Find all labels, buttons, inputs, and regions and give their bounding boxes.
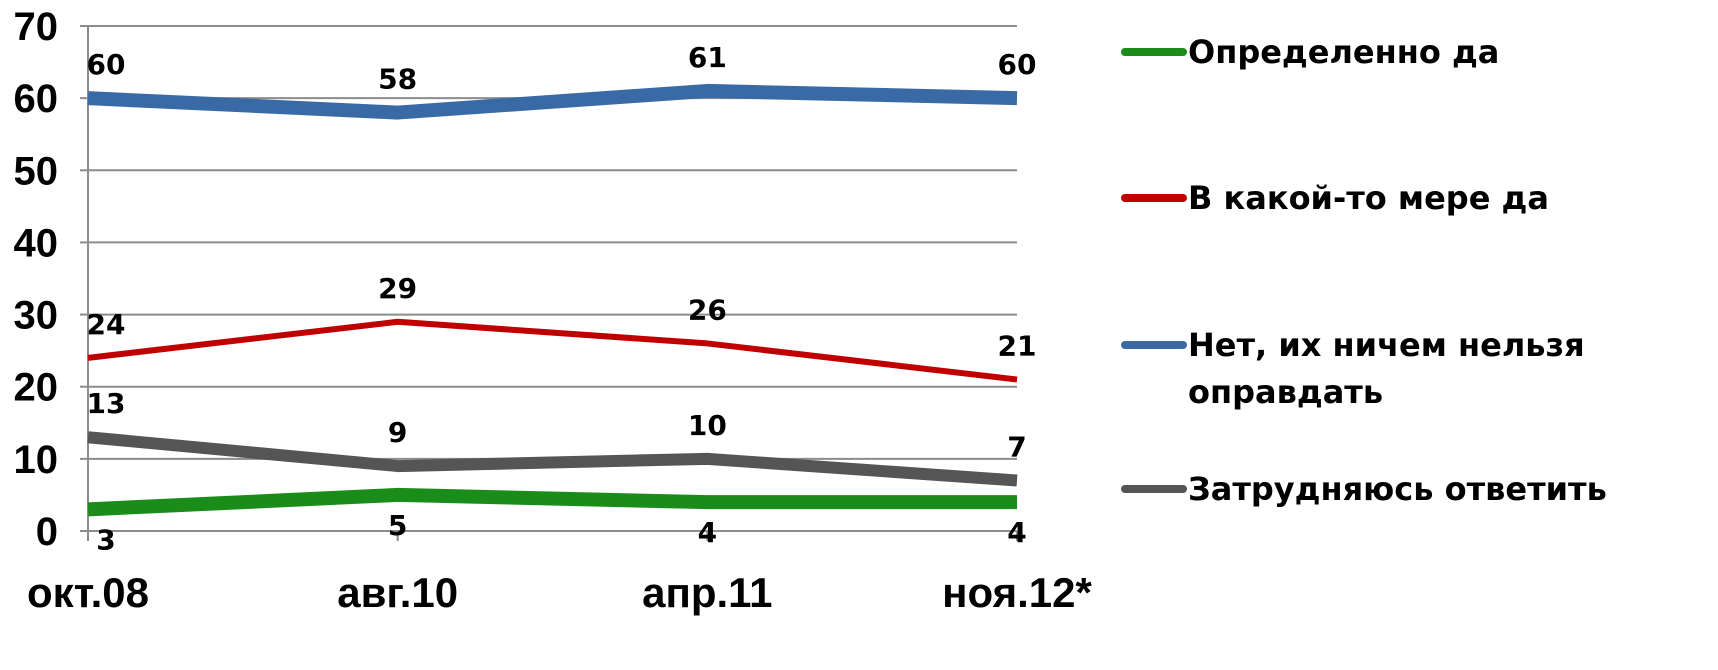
data-label: 29 <box>378 272 417 305</box>
data-label: 5 <box>388 509 407 542</box>
series-line-0 <box>87 487 1017 517</box>
legend-label: Нет, их ничем нельзя <box>1188 326 1585 364</box>
legend-label: Определенно да <box>1188 33 1499 71</box>
data-label: 58 <box>378 63 417 96</box>
y-tick-label: 20 <box>14 366 59 410</box>
y-tick-label: 30 <box>14 294 59 338</box>
x-tick-label: ноя.12* <box>942 569 1092 616</box>
y-tick-label: 60 <box>14 77 59 121</box>
legend-label: оправдать <box>1188 373 1383 411</box>
data-label: 26 <box>688 293 727 326</box>
data-label: 4 <box>698 516 717 549</box>
data-label: 3 <box>96 523 115 556</box>
y-tick-label: 10 <box>14 438 59 482</box>
x-tick-label: апр.11 <box>642 569 772 616</box>
series-line-3 <box>87 431 1018 487</box>
axes <box>80 25 1018 541</box>
legend-label: В какой-то мере да <box>1188 179 1549 217</box>
data-label: 10 <box>688 409 727 442</box>
y-tick-label: 50 <box>14 149 59 193</box>
y-tick-label: 70 <box>14 5 59 49</box>
legend: Определенно да В какой-то мере да Нет, их … <box>1121 33 1607 508</box>
data-label: 21 <box>998 330 1037 363</box>
data-label: 60 <box>87 48 126 81</box>
data-label: 4 <box>1007 516 1026 549</box>
y-tick-labels: 0 10 20 30 40 50 60 70 <box>14 5 59 554</box>
x-tick-label: авг.10 <box>337 569 458 616</box>
data-label: 7 <box>1007 431 1026 464</box>
x-tick-labels: окт.08 авг.10 апр.11 ноя.12* <box>27 569 1092 616</box>
data-label: 24 <box>87 308 126 341</box>
y-tick-label: 0 <box>36 510 58 554</box>
x-tick-label: окт.08 <box>27 569 149 616</box>
data-label: 60 <box>998 48 1037 81</box>
y-tick-label: 40 <box>14 221 59 265</box>
data-labels: 3 5 4 4 24 29 26 21 60 58 61 60 13 9 10 7 <box>87 41 1037 556</box>
data-label: 9 <box>388 416 407 449</box>
legend-label: Затрудняюсь ответить <box>1188 470 1607 508</box>
series-lines <box>87 83 1018 517</box>
data-label: 13 <box>87 387 126 420</box>
series-line-1 <box>87 318 1018 383</box>
series-line-2 <box>87 83 1018 120</box>
data-label: 61 <box>688 41 727 74</box>
